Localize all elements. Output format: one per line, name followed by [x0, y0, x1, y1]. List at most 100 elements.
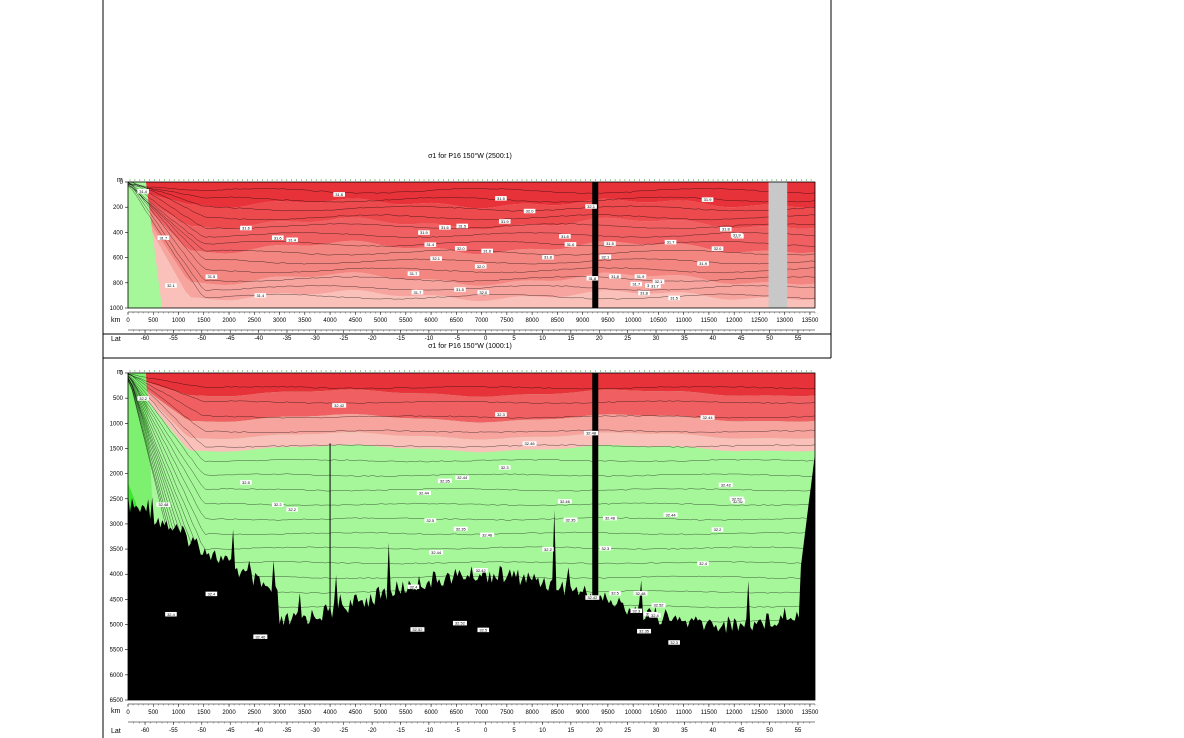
contour-label: 32.42: [334, 403, 345, 408]
contour-label-bg: [649, 613, 661, 618]
contour-label-bg: [586, 276, 599, 281]
contour-label: 32.42: [721, 482, 732, 487]
contour-label: 31.7: [651, 284, 660, 289]
y-tick-label: 1500: [110, 446, 124, 452]
contour-label-bg: [711, 246, 724, 251]
x-tick-label: 4500: [349, 710, 363, 716]
lat-tick-label: -5: [455, 336, 461, 342]
isopycnal-contour: [127, 182, 816, 291]
contour-label-bg: [637, 628, 652, 634]
lower-lat-axis-label: Lat: [111, 728, 121, 735]
contour-label: 31.7: [159, 235, 168, 240]
contour-label: 32.42: [733, 499, 744, 504]
lat-tick-label: 45: [738, 336, 745, 342]
contour-label-bg: [602, 515, 617, 521]
contour-label: 31.5: [207, 274, 216, 279]
lat-tick-label: 25: [624, 728, 631, 734]
x-tick-label: 13000: [776, 318, 793, 324]
contour-label: 32.3: [632, 608, 641, 613]
x-tick-label: 3500: [298, 318, 312, 324]
y-tick-label: 800: [113, 281, 124, 287]
density-band: [128, 183, 815, 230]
lat-tick-label: 5: [512, 336, 516, 342]
x-tick-label: 9000: [576, 318, 590, 324]
lat-tick-label: 10: [539, 336, 546, 342]
contour-label-bg: [522, 441, 537, 446]
isopycnal-contour: [127, 184, 816, 247]
contour-label: 32.48: [158, 502, 169, 507]
x-tick-label: 11000: [676, 318, 693, 324]
contour-label-bg: [424, 518, 437, 523]
x-tick-label: 8000: [525, 318, 539, 324]
x-tick-label: 11500: [701, 710, 718, 716]
contour-label-bg: [664, 239, 677, 245]
lat-tick-label: 40: [709, 336, 716, 342]
contour-label-bg: [495, 196, 507, 201]
contour-label-bg: [730, 499, 745, 504]
contour-label: 32.1: [167, 283, 176, 288]
x-tick-label: 12500: [751, 710, 768, 716]
x-tick-label: 8500: [551, 710, 565, 716]
isopycnal-contour: [127, 182, 815, 274]
contour-label-bg: [651, 602, 666, 608]
contour-label: 32.44: [431, 550, 442, 555]
contour-label: 31.8: [561, 234, 570, 239]
lat-tick-label: -45: [226, 728, 235, 734]
density-band: [128, 183, 815, 255]
upper-y-axis-label: m: [117, 177, 123, 184]
contour-label: 31.6: [242, 226, 251, 231]
lat-tick-label: -25: [339, 336, 348, 342]
contour-label-bg: [286, 237, 298, 243]
contour-label-bg: [332, 403, 347, 408]
contour-label-bg: [333, 192, 345, 197]
contour-label: 32.4: [167, 612, 176, 617]
x-tick-label: 4000: [323, 710, 337, 716]
y-tick-label: 0: [120, 371, 124, 377]
contour-label: 31.6: [335, 192, 344, 197]
lat-tick-label: -60: [141, 336, 150, 342]
lat-tick-label: 15: [568, 728, 575, 734]
contour-label: 32.2: [714, 527, 723, 532]
contour-label-bg: [429, 550, 444, 555]
contour-label: 32.0: [526, 209, 535, 214]
lat-tick-label: -10: [425, 336, 434, 342]
contour-label: 32.5: [426, 518, 435, 523]
upper-x-axis-label: km: [111, 317, 121, 324]
x-tick-label: 1000: [172, 710, 186, 716]
contour-label: 32.42: [476, 568, 487, 573]
contour-label-bg: [719, 226, 732, 232]
lower-lat-ticks: -60 -55 -50 -45 -40 -35 -30 -25 -20 -15 -10 -5 0 5 10 1…: [128, 721, 815, 734]
contour-label: 32.48: [586, 431, 597, 436]
no-data-gap: [768, 182, 788, 308]
contour-label-bg: [609, 274, 621, 279]
contour-label: 32.46: [255, 634, 266, 639]
contour-label: 31.7: [667, 240, 676, 245]
contour-label: 31.7: [632, 282, 641, 287]
x-tick-label: 8000: [525, 710, 539, 716]
density-band: [128, 183, 815, 301]
contour-label-bg: [439, 225, 451, 230]
density-band: [128, 374, 815, 440]
lower-plot-area: 32.2 32.3 32.35 32.4 32.42 32.44 32.46 32.48 32.…: [127, 372, 816, 701]
y-tick-label: 4000: [110, 572, 124, 578]
x-tick-label: 8500: [551, 318, 565, 324]
x-tick-label: 9500: [601, 318, 615, 324]
contour-label-bg: [638, 290, 650, 296]
contour-label-bg: [649, 283, 661, 289]
x-tick-label: 12500: [751, 318, 768, 324]
x-tick-label: 11000: [676, 710, 693, 716]
contour-label: 31.9: [501, 219, 510, 224]
seafloor-bathymetry: [128, 453, 815, 700]
x-tick-label: 2500: [248, 710, 262, 716]
contour-label-bg: [730, 232, 743, 238]
contour-label-bg: [271, 502, 284, 507]
contour-label: 31.9: [637, 274, 646, 279]
x-tick-label: 1000: [172, 318, 186, 324]
lat-tick-label: 15: [568, 336, 575, 342]
x-tick-label: 11500: [701, 318, 718, 324]
lat-tick-label: 30: [653, 336, 660, 342]
contour-label: 32.35: [565, 517, 576, 522]
y-tick-label: 4500: [110, 597, 124, 603]
lat-tick-label: -35: [283, 336, 292, 342]
x-tick-label: 10000: [625, 318, 642, 324]
